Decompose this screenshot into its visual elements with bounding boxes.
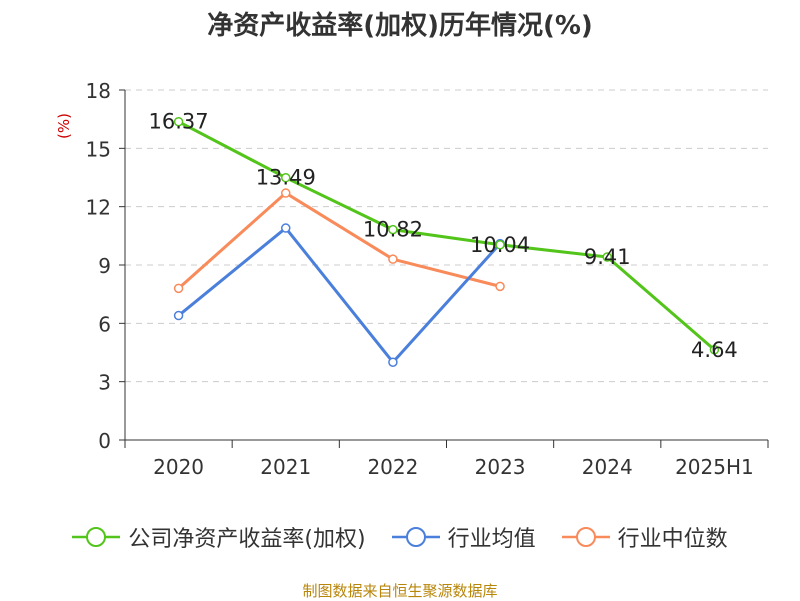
series-line xyxy=(177,120,716,351)
y-axis-label: (%) xyxy=(55,113,73,139)
y-tick-label: 6 xyxy=(98,312,111,336)
y-tick-label: 18 xyxy=(86,79,111,103)
data-label: 13.49 xyxy=(256,166,316,190)
legend-swatch-icon xyxy=(72,527,121,547)
data-label: 9.41 xyxy=(584,245,631,269)
legend-item[interactable]: 行业均值 xyxy=(391,521,536,553)
data-point xyxy=(173,283,184,294)
legend-label: 行业中位数 xyxy=(617,527,728,552)
data-label: 10.82 xyxy=(363,218,423,242)
legend-label: 公司净资产收益率(加权) xyxy=(128,527,366,552)
x-tick-label: 2023 xyxy=(475,455,526,479)
y-tick-label: 15 xyxy=(86,137,111,161)
data-point xyxy=(495,281,505,292)
data-point xyxy=(602,252,612,262)
data-point xyxy=(495,240,505,250)
data-label: 10.04 xyxy=(470,233,530,257)
data-point xyxy=(281,223,291,233)
y-tick-label: 3 xyxy=(98,371,111,395)
source-note: 制图数据来自恒生聚源数据库 xyxy=(302,582,498,600)
chart-legend: 公司净资产收益率(加权) 行业均值 行业中位数 xyxy=(0,519,800,555)
legend-item[interactable]: 行业中位数 xyxy=(561,521,728,553)
data-point xyxy=(388,254,398,264)
legend-swatch-icon xyxy=(561,527,610,547)
data-point xyxy=(173,310,184,321)
legend-label: 行业均值 xyxy=(447,527,536,552)
x-tick-label: 2024 xyxy=(582,455,633,479)
data-point xyxy=(281,188,291,198)
data-point xyxy=(709,345,720,355)
data-label: 4.64 xyxy=(691,338,738,362)
legend-item[interactable]: 公司净资产收益率(加权) xyxy=(72,521,366,553)
x-tick-label: 2021 xyxy=(260,455,311,479)
y-tick-label: 12 xyxy=(86,196,111,220)
x-tick-label: 2020 xyxy=(153,455,204,479)
chart-title: 净资产收益率(加权)历年情况(%) xyxy=(207,11,593,41)
data-label: 16.37 xyxy=(149,110,209,134)
series-line xyxy=(177,191,501,290)
data-point xyxy=(281,172,291,183)
x-tick-label: 2025H1 xyxy=(675,455,754,479)
y-tick-label: 0 xyxy=(98,429,111,453)
data-point xyxy=(388,224,398,235)
data-point xyxy=(388,357,398,367)
legend-swatch-icon xyxy=(391,527,440,547)
x-tick-label: 2022 xyxy=(367,455,418,479)
y-tick-label: 9 xyxy=(98,254,111,278)
series-line xyxy=(177,226,502,364)
data-point xyxy=(173,116,184,127)
